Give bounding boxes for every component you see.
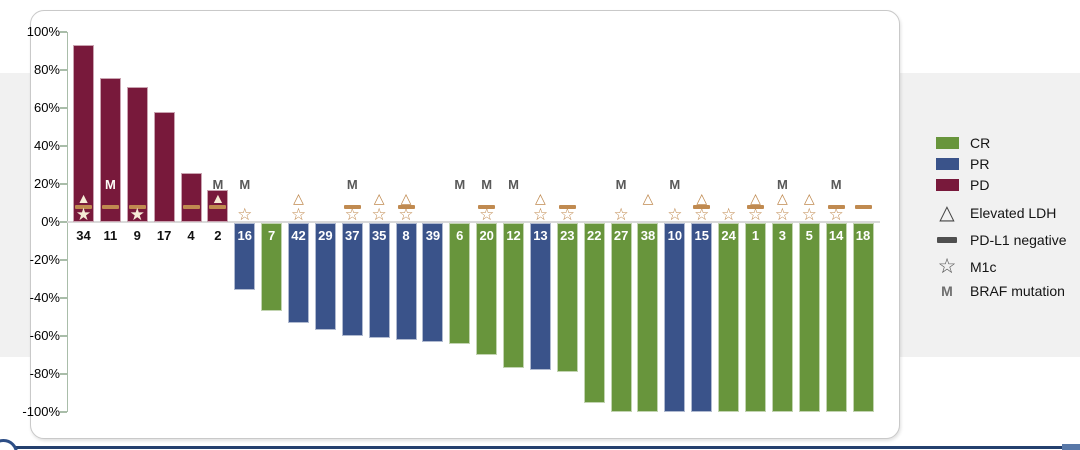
partial-circle-icon	[0, 439, 18, 450]
bottom-right-accent	[1062, 444, 1080, 450]
bottom-divider-line	[15, 446, 1080, 449]
chart-card	[30, 10, 900, 439]
